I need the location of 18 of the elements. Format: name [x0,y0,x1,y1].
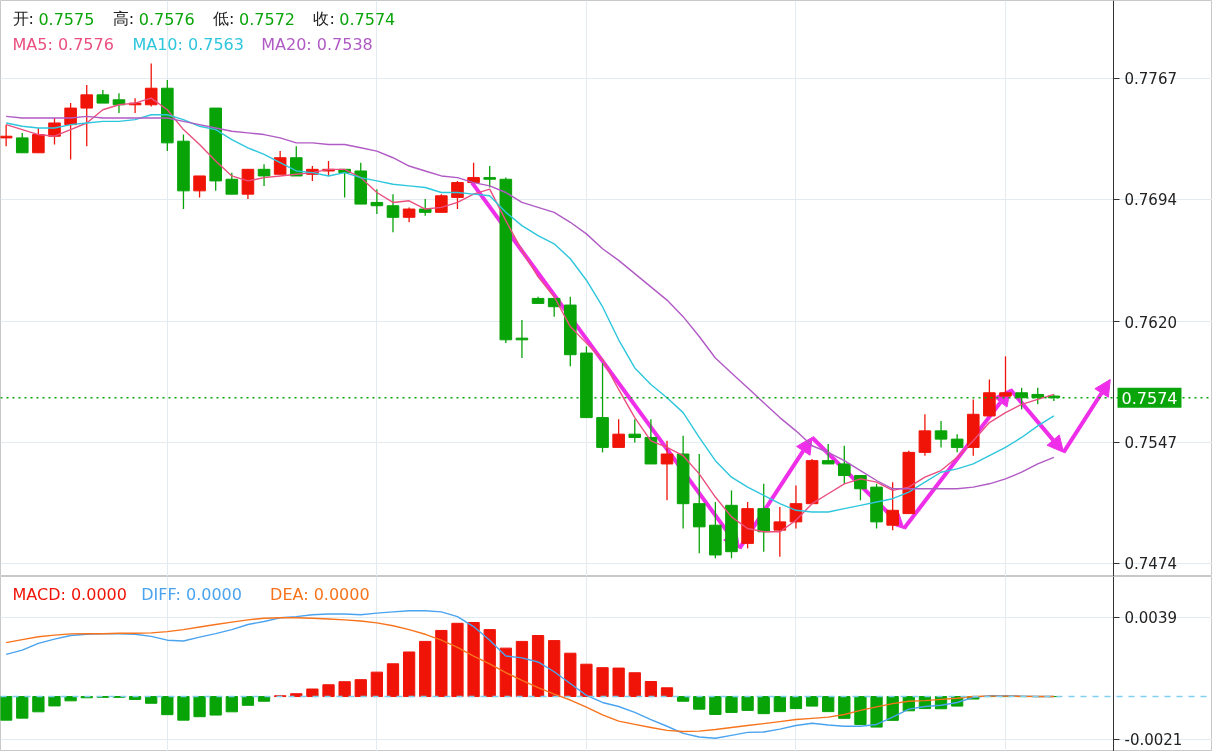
y-tick-label: 0.7694 [1124,191,1177,210]
series-label: DIFF: 0.0000 [141,585,242,604]
y-tick-label: 0.0039 [1124,609,1177,628]
y-tick-label: 0.7547 [1124,434,1177,453]
text: MACD: 0.0000 [12,585,127,604]
annotation: 收:0.7574 [313,9,396,29]
series-label: DEA: 0.0000 [270,585,370,604]
annotation: 低:0.7572 [213,9,295,29]
y-tick-label: 0.7620 [1124,313,1177,332]
annotation: 高:0.7576 [112,9,195,29]
annotation: 开:0.7575 [12,9,95,29]
y-tick-label: -0.0021 [1124,731,1183,750]
y-tick-label: 0.7767 [1124,70,1177,89]
y-tick-label: 0.7474 [1124,555,1177,574]
text: MA10: 0.7563 [132,35,244,54]
ref-line-label: 0.7574 [1121,388,1178,408]
text: MA20: 0.7538 [261,35,373,54]
text: MA5: 0.7576 [12,35,114,54]
